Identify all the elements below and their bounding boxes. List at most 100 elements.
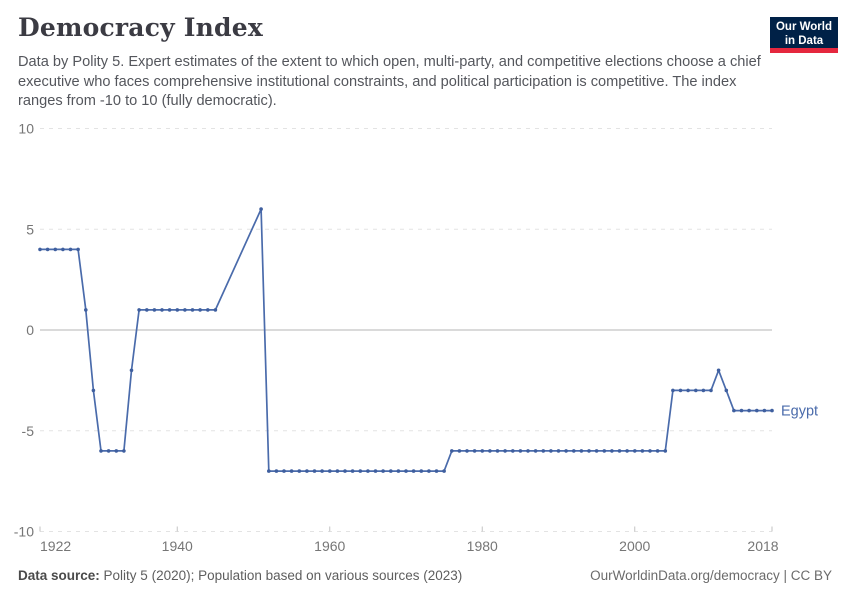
data-point-1992[interactable] (572, 449, 576, 453)
x-axis-label-1980: 1980 (467, 538, 498, 554)
data-point-1988[interactable] (541, 449, 546, 453)
data-point-1991[interactable] (564, 449, 568, 453)
data-point-1979[interactable] (472, 449, 477, 453)
data-point-1963[interactable] (350, 469, 355, 473)
data-point-2007[interactable] (686, 388, 690, 393)
data-point-1939[interactable] (167, 308, 172, 312)
data-point-1965[interactable] (366, 469, 370, 473)
data-point-1928[interactable] (84, 308, 88, 312)
data-point-1989[interactable] (549, 449, 553, 453)
data-point-2002[interactable] (648, 449, 652, 453)
data-point-1943[interactable] (198, 308, 202, 312)
data-point-1923[interactable] (45, 247, 50, 252)
data-point-2011[interactable] (716, 368, 721, 373)
data-point-2015[interactable] (747, 408, 751, 413)
data-point-1938[interactable] (160, 308, 164, 312)
data-point-2001[interactable] (640, 449, 645, 453)
data-point-1922[interactable] (38, 247, 42, 252)
data-point-1983[interactable] (503, 449, 507, 453)
x-axis-label-1960: 1960 (314, 538, 345, 554)
data-point-1964[interactable] (358, 469, 363, 473)
series-line-egypt[interactable] (39, 208, 773, 472)
data-point-1976[interactable] (450, 449, 454, 453)
data-point-1968[interactable] (389, 469, 393, 473)
data-point-1927[interactable] (76, 247, 80, 252)
data-point-1952[interactable] (267, 469, 271, 473)
data-point-2006[interactable] (678, 388, 683, 393)
data-point-1998[interactable] (617, 449, 622, 453)
data-point-1984[interactable] (511, 449, 515, 453)
data-point-1997[interactable] (610, 449, 614, 453)
data-point-1981[interactable] (488, 449, 492, 453)
data-point-2000[interactable] (633, 449, 637, 453)
data-point-1995[interactable] (594, 449, 599, 453)
data-point-1959[interactable] (320, 469, 324, 473)
data-point-1967[interactable] (381, 469, 385, 473)
data-point-1945[interactable] (213, 308, 218, 312)
data-point-1996[interactable] (602, 449, 607, 453)
data-point-1936[interactable] (145, 308, 149, 312)
data-point-1972[interactable] (419, 469, 424, 473)
data-point-1954[interactable] (282, 469, 286, 473)
data-point-1970[interactable] (404, 469, 408, 473)
data-point-1942[interactable] (190, 308, 195, 312)
data-point-1980[interactable] (480, 449, 485, 453)
data-point-1960[interactable] (328, 469, 332, 473)
data-point-1934[interactable] (129, 368, 134, 373)
data-point-1951[interactable] (259, 207, 263, 211)
data-point-1975[interactable] (442, 469, 446, 473)
credit-link[interactable]: OurWorldinData.org/democracy | CC BY (590, 568, 832, 583)
data-point-1993[interactable] (579, 449, 584, 453)
data-point-2010[interactable] (709, 388, 713, 393)
data-point-1925[interactable] (61, 247, 65, 252)
data-point-1973[interactable] (427, 469, 431, 473)
data-point-1932[interactable] (114, 449, 119, 453)
data-point-1930[interactable] (99, 449, 103, 453)
data-point-1977[interactable] (457, 449, 462, 453)
data-point-1966[interactable] (373, 469, 378, 473)
data-point-2005[interactable] (671, 388, 675, 393)
data-point-1956[interactable] (297, 469, 302, 473)
series-label-egypt[interactable]: Egypt (781, 404, 818, 420)
data-point-1978[interactable] (465, 449, 469, 453)
data-point-1982[interactable] (495, 449, 500, 453)
data-point-2013[interactable] (732, 408, 736, 413)
data-point-2008[interactable] (694, 388, 698, 393)
x-axis-label-2018: 2018 (747, 538, 778, 554)
data-point-2016[interactable] (755, 408, 759, 413)
owid-logo[interactable]: Our World in Data (770, 17, 838, 53)
data-point-1958[interactable] (312, 469, 317, 473)
data-point-1986[interactable] (526, 449, 530, 453)
data-point-1990[interactable] (556, 449, 561, 453)
data-point-2009[interactable] (701, 388, 706, 393)
data-point-2018[interactable] (770, 408, 774, 413)
data-point-1955[interactable] (289, 469, 294, 473)
y-axis-label-5: 5 (26, 221, 34, 237)
data-point-1944[interactable] (206, 308, 210, 312)
data-point-1926[interactable] (68, 247, 73, 252)
data-point-1971[interactable] (411, 469, 416, 473)
data-point-1987[interactable] (533, 449, 538, 453)
data-point-1994[interactable] (587, 449, 591, 453)
data-point-1985[interactable] (518, 449, 523, 453)
data-point-1953[interactable] (274, 469, 279, 473)
data-point-1957[interactable] (305, 469, 309, 473)
data-point-1935[interactable] (137, 308, 141, 312)
data-point-2014[interactable] (739, 408, 744, 413)
data-point-1999[interactable] (625, 449, 629, 453)
data-point-2012[interactable] (724, 388, 729, 393)
data-point-1929[interactable] (91, 388, 96, 393)
data-point-1962[interactable] (343, 469, 347, 473)
data-point-1937[interactable] (152, 308, 157, 312)
data-point-1933[interactable] (122, 449, 126, 453)
data-point-2017[interactable] (762, 408, 767, 413)
data-point-2004[interactable] (663, 449, 668, 453)
data-point-1961[interactable] (335, 469, 340, 473)
data-point-1969[interactable] (396, 469, 401, 473)
data-point-1941[interactable] (183, 308, 187, 312)
data-point-1940[interactable] (175, 308, 180, 312)
data-point-1924[interactable] (53, 247, 58, 252)
data-point-1931[interactable] (106, 449, 111, 453)
data-point-2003[interactable] (655, 449, 660, 453)
data-point-1974[interactable] (434, 469, 439, 473)
